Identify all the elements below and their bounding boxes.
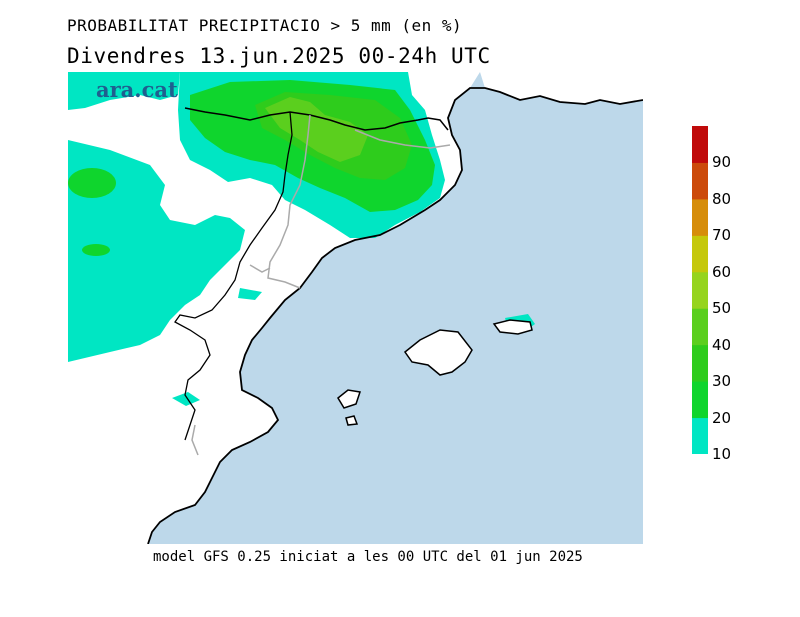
- legend-swatch-70-80: [692, 198, 708, 236]
- color-legend: [692, 126, 708, 454]
- legend-swatch-50-60: [692, 271, 708, 309]
- legend-swatch-20-30: [692, 381, 708, 419]
- model-run-info: model GFS 0.25 iniciat a les 00 UTC del …: [153, 549, 583, 565]
- ara-cat-logo: ara.cat: [96, 77, 178, 102]
- balearic-islands: [337, 319, 533, 426]
- legend-swatch-40-50: [692, 308, 708, 346]
- precipitation-map: [68, 72, 643, 544]
- map-title: PROBABILITAT PRECIPITACIO > 5 mm (en %): [67, 16, 463, 35]
- legend-label: 10: [712, 445, 732, 463]
- legend-label: 80: [712, 189, 732, 208]
- legend-label: 50: [712, 299, 732, 318]
- coastline: [147, 87, 643, 544]
- legend-swatch-10-20: [692, 417, 708, 454]
- legend-swatch-80-90: [692, 162, 708, 200]
- regional-borders: [191, 114, 451, 456]
- legend-label: 70: [712, 226, 732, 245]
- legend-swatch-60-70: [692, 235, 708, 273]
- country-border: [184, 107, 449, 131]
- legend-label: 30: [712, 372, 732, 391]
- legend-label: 60: [712, 262, 732, 281]
- map-subtitle-date: Divendres 13.jun.2025 00-24h UTC: [67, 44, 491, 68]
- legend-label: 20: [712, 408, 732, 427]
- region-border-dark: [174, 111, 293, 441]
- legend-label: 90: [712, 153, 732, 172]
- legend-swatch-90-100: [692, 126, 708, 163]
- legend-label: 40: [712, 335, 732, 354]
- land-area-france: [480, 72, 643, 104]
- legend-swatch-30-40: [692, 344, 708, 382]
